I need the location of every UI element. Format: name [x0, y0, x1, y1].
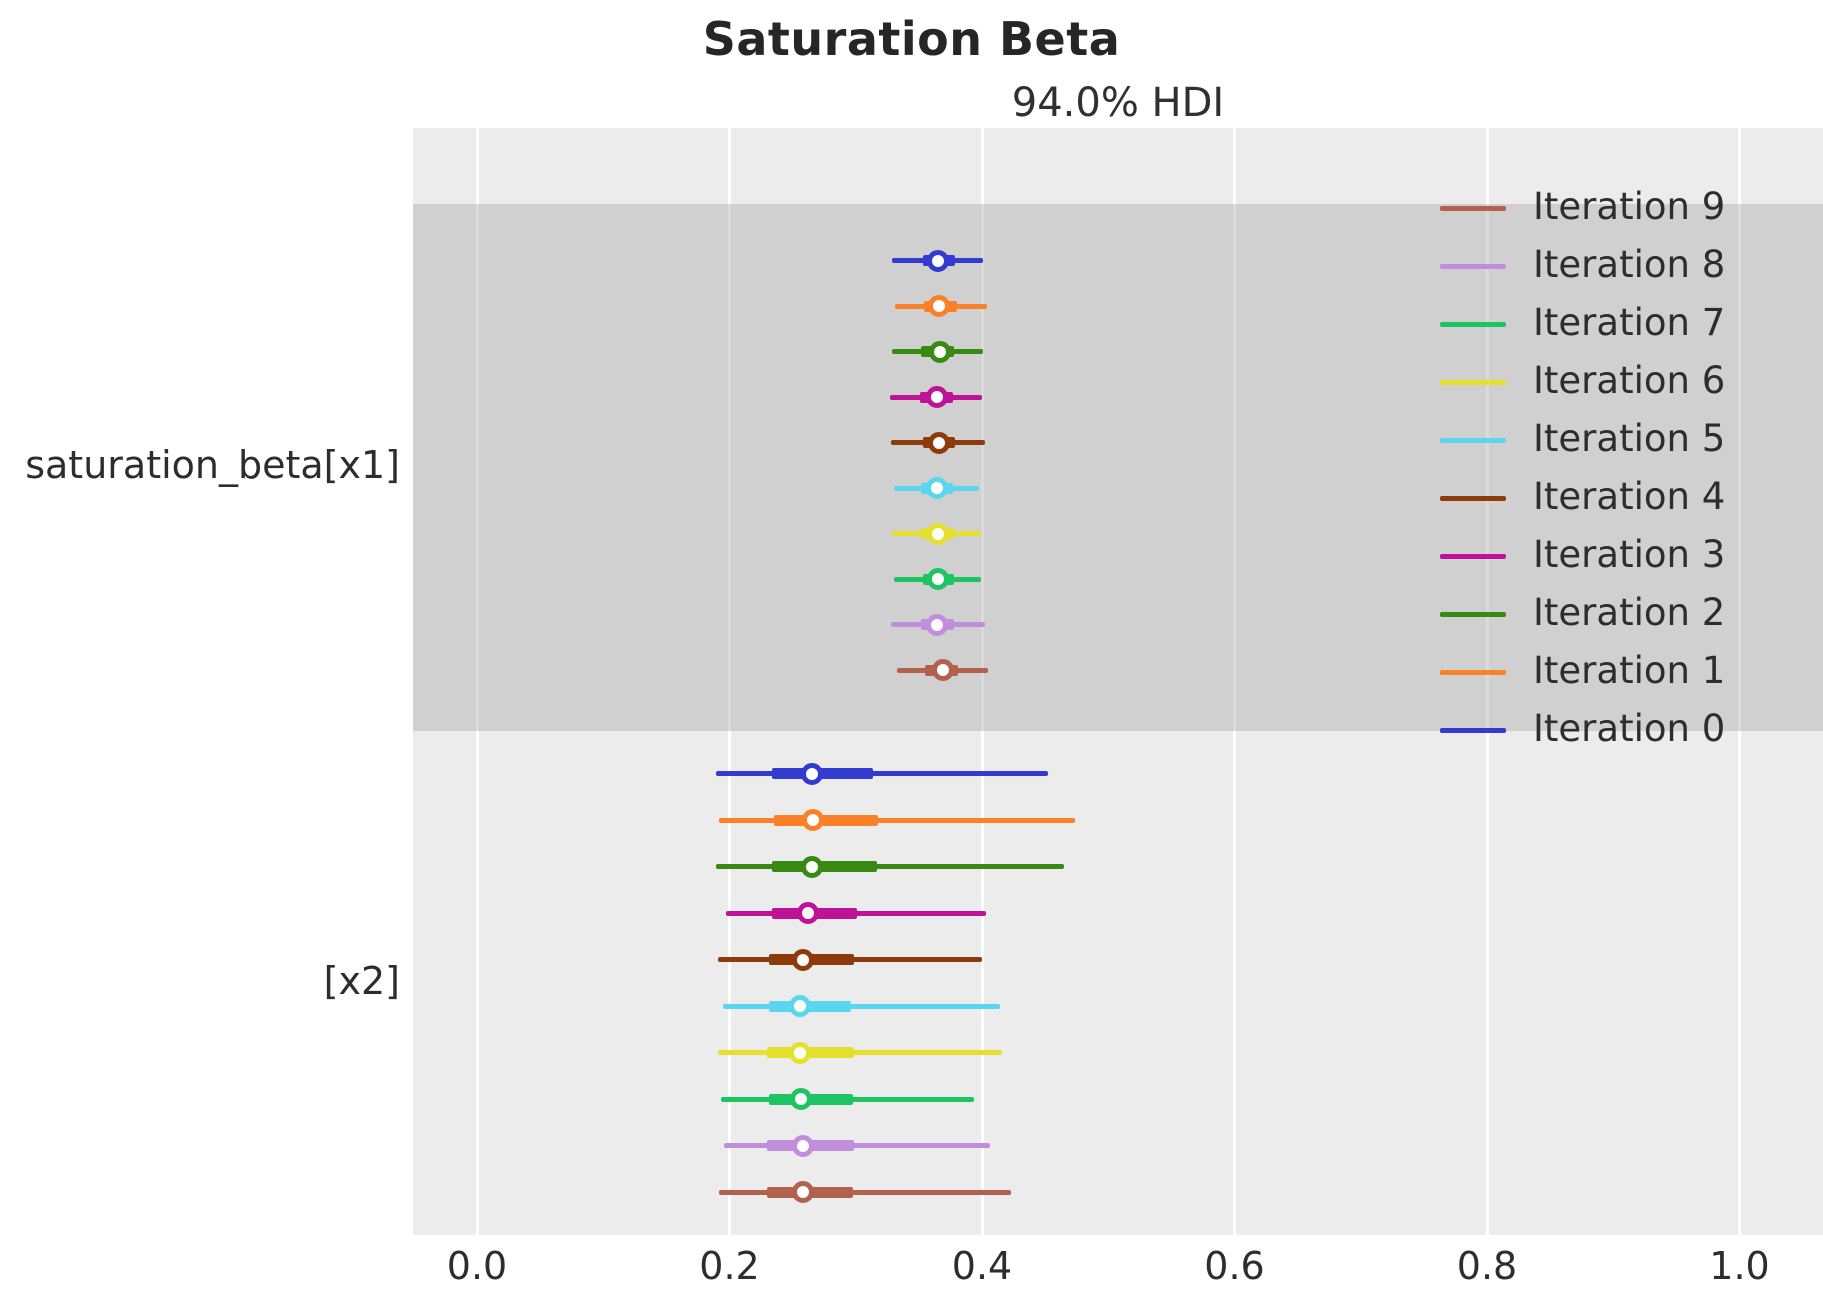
x-gridline	[475, 128, 479, 1235]
quartile-range-line	[772, 768, 874, 779]
median-marker	[926, 249, 949, 272]
legend-label: Iteration 3	[1533, 533, 1726, 577]
x-gridline	[1485, 128, 1489, 1235]
median-marker	[926, 522, 949, 545]
legend-line-swatch	[1440, 496, 1506, 502]
x-tick-label: 0.8	[1456, 1244, 1518, 1288]
legend-line-swatch	[1440, 670, 1506, 676]
y-axis-label-x2: [x2]	[323, 959, 400, 1003]
median-marker	[925, 386, 948, 408]
legend-label: Iteration 1	[1533, 649, 1726, 693]
legend-line-swatch	[1440, 206, 1506, 211]
chart-title: Saturation Beta	[702, 12, 1121, 66]
median-marker	[931, 659, 954, 681]
x-tick-label: 0.6	[1204, 1244, 1265, 1288]
hdi-94-line	[719, 1189, 1012, 1195]
median-marker	[926, 568, 949, 590]
legend-line-swatch	[1440, 438, 1506, 444]
quartile-range-line	[772, 861, 878, 872]
legend-line-swatch	[1440, 554, 1506, 560]
median-marker	[929, 340, 952, 363]
legend: Iteration 9 Iteration 8 Iteration 7 Iterati…	[413, 128, 1823, 1235]
legend-label: Iteration 2	[1533, 591, 1726, 635]
x-gridline	[1738, 128, 1741, 1235]
legend-line-swatch	[1440, 264, 1506, 270]
median-marker	[925, 613, 948, 636]
hdi-94-line	[719, 817, 1076, 823]
median-marker	[928, 295, 951, 317]
hdi-94-line	[715, 864, 1065, 869]
x-tick-label: 0.4	[951, 1244, 1013, 1288]
median-marker	[791, 948, 814, 971]
hdi-94-line	[724, 1143, 990, 1148]
legend-label: Iteration 4	[1533, 475, 1726, 519]
median-marker	[928, 431, 951, 454]
median-marker	[800, 762, 823, 785]
x-gridline	[1233, 128, 1236, 1235]
legend-label: Iteration 5	[1533, 417, 1726, 461]
shaded-parameter-band	[413, 204, 1823, 731]
hdi-94-line	[715, 771, 1048, 776]
hdi-subtitle: 94.0% HDI	[1011, 80, 1225, 126]
x-tick-label: 1.0	[1709, 1244, 1770, 1288]
median-marker	[791, 1134, 814, 1157]
median-marker	[925, 477, 948, 499]
legend-line-swatch	[1440, 322, 1506, 328]
median-marker	[801, 809, 824, 831]
median-marker	[791, 1181, 814, 1203]
median-marker	[800, 855, 823, 878]
legend-label: Iteration 7	[1533, 301, 1726, 345]
legend-line-swatch	[1440, 612, 1506, 618]
plot-area: Iteration 9 Iteration 8 Iteration 7 Iterati…	[413, 128, 1823, 1235]
median-marker	[789, 995, 812, 1017]
x-gridline	[728, 128, 731, 1235]
x-tick-label: 0.0	[446, 1244, 508, 1288]
median-marker	[796, 902, 819, 924]
y-axis-label-saturation-beta-x1: saturation_beta[x1]	[25, 443, 400, 487]
quartile-range-line	[773, 814, 879, 826]
hdi-94-line	[723, 1003, 1000, 1009]
legend-label: Iteration 0	[1533, 707, 1726, 751]
median-marker	[790, 1088, 813, 1110]
legend-line-swatch	[1440, 728, 1506, 734]
median-marker	[789, 1041, 812, 1064]
x-tick-label: 0.2	[699, 1244, 760, 1288]
legend-label: Iteration 9	[1533, 185, 1726, 228]
legend-label: Iteration 6	[1533, 359, 1726, 403]
hdi-94-line	[718, 1050, 1003, 1055]
x-gridline	[980, 128, 984, 1235]
legend-line-swatch	[1440, 380, 1506, 386]
legend-label: Iteration 8	[1533, 243, 1726, 287]
